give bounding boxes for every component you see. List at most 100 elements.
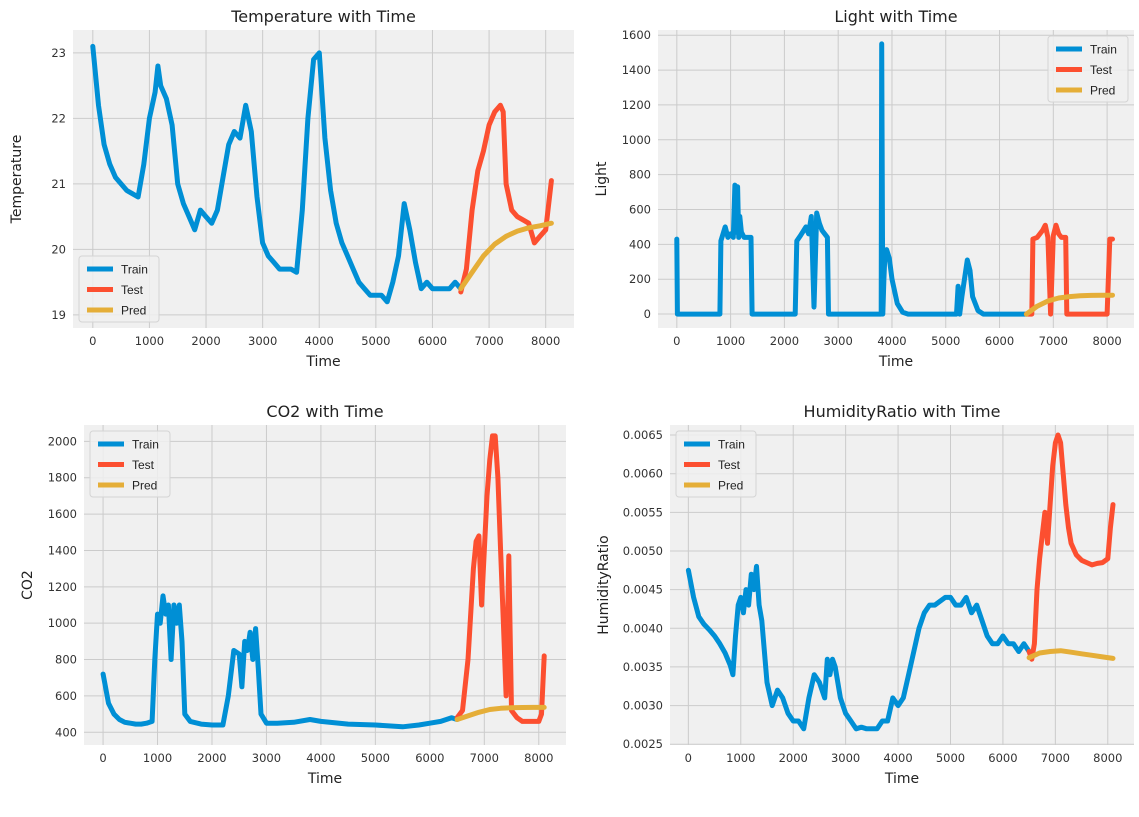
x-tick-label: 3000 — [824, 334, 853, 348]
y-tick-label: 1400 — [622, 63, 651, 77]
legend: Train Test Pred — [89, 430, 171, 498]
x-tick-label: 8000 — [1093, 751, 1122, 765]
x-tick-label: 7000 — [1039, 334, 1068, 348]
chart-temperature: 0 1000 2000 3000 4000 5000 6000 7000 8000 19 20 21 2… — [9, 7, 574, 370]
y-tick-label: 0.0065 — [623, 428, 663, 442]
chart-title: CO2 with Time — [266, 402, 383, 421]
y-axis-label: Temperature — [9, 135, 25, 225]
x-axis-label: Time — [305, 354, 340, 370]
x-tick-label: 4000 — [877, 334, 906, 348]
x-tick-label: 4000 — [883, 751, 912, 765]
x-axis-label: Time — [307, 771, 342, 787]
series-line-pred — [1026, 648, 1116, 661]
y-axis-label: Light — [594, 161, 610, 196]
y-tick-label: 600 — [629, 202, 651, 216]
series-line-train — [674, 41, 1029, 317]
legend-label-train: Train — [121, 263, 148, 277]
x-tick-label: 8000 — [531, 334, 560, 348]
series-line-test — [454, 433, 547, 724]
x-tick-label: 1000 — [143, 751, 172, 765]
series-line-train — [685, 563, 1032, 732]
legend-label-test: Test — [1090, 63, 1113, 77]
y-tick-label: 1600 — [622, 28, 651, 42]
y-tick-label: 800 — [629, 168, 651, 182]
chart-title: Light with Time — [834, 7, 957, 26]
x-tick-label: 0 — [685, 751, 692, 765]
x-tick-label: 7000 — [474, 334, 503, 348]
x-tick-label: 6000 — [418, 334, 447, 348]
x-tick-label: 7000 — [1041, 751, 1070, 765]
x-tick-label: 3000 — [831, 751, 860, 765]
y-axis-label: CO2 — [20, 570, 36, 600]
series-line-pred — [458, 220, 554, 292]
x-tick-label: 1000 — [716, 334, 745, 348]
x-axis-label: Time — [878, 354, 913, 370]
x-tick-label: 2000 — [779, 751, 808, 765]
x-tick-label: 5000 — [361, 751, 390, 765]
y-tick-label: 1200 — [622, 98, 651, 112]
y-tick-label: 1400 — [48, 543, 77, 557]
x-tick-label: 2000 — [197, 751, 226, 765]
x-tick-label: 5000 — [936, 751, 965, 765]
y-tick-label: 400 — [629, 237, 651, 251]
chart-co2: 0 1000 2000 3000 4000 5000 6000 7000 8000 400 600 8… — [20, 402, 566, 787]
y-tick-label: 600 — [55, 689, 77, 703]
y-tick-label: 0.0055 — [623, 505, 663, 519]
y-tick-label: 1200 — [48, 580, 77, 594]
chart-humidityratio: 0 1000 2000 3000 4000 5000 6000 7000 8000 0.0025 0… — [596, 402, 1134, 787]
series-line-train — [100, 593, 460, 730]
x-tick-label: 0 — [673, 334, 680, 348]
y-tick-label: 0.0060 — [623, 467, 663, 481]
legend-box — [1047, 35, 1129, 103]
y-tick-label: 21 — [51, 177, 66, 191]
x-tick-label: 6000 — [988, 751, 1017, 765]
x-tick-label: 3000 — [248, 334, 277, 348]
legend: Train Test Pred — [78, 255, 160, 323]
legend-box — [78, 255, 160, 323]
legend-box — [675, 430, 757, 498]
x-tick-label: 3000 — [252, 751, 281, 765]
x-tick-label: 8000 — [1092, 334, 1121, 348]
y-tick-label: 0.0030 — [623, 699, 663, 713]
series-line-train — [90, 43, 464, 305]
y-tick-label: 19 — [51, 308, 66, 322]
legend-label-test: Test — [121, 283, 144, 297]
y-tick-label: 20 — [51, 242, 66, 256]
legend-label-pred: Pred — [718, 479, 743, 493]
x-tick-label: 5000 — [361, 334, 390, 348]
y-tick-label: 0.0045 — [623, 583, 663, 597]
y-tick-label: 1000 — [48, 616, 77, 630]
y-tick-label: 0.0040 — [623, 621, 663, 635]
y-tick-label: 1600 — [48, 507, 77, 521]
y-tick-label: 1000 — [622, 133, 651, 147]
y-tick-label: 1800 — [48, 471, 77, 485]
chart-light: 0 1000 2000 3000 4000 5000 6000 7000 8000 0 200 400… — [594, 7, 1134, 370]
legend: Train Test Pred — [675, 430, 757, 498]
y-tick-label: 0.0025 — [623, 737, 663, 751]
y-tick-label: 800 — [55, 653, 77, 667]
y-tick-label: 400 — [55, 725, 77, 739]
x-tick-label: 1000 — [135, 334, 164, 348]
legend-label-pred: Pred — [121, 304, 146, 318]
legend-label-train: Train — [718, 438, 745, 452]
legend-label-train: Train — [1090, 43, 1117, 57]
x-tick-label: 7000 — [470, 751, 499, 765]
legend-label-test: Test — [132, 458, 155, 472]
x-axis-label: Time — [884, 771, 919, 787]
y-tick-label: 0.0050 — [623, 544, 663, 558]
legend-label-pred: Pred — [1090, 84, 1115, 98]
x-tick-label: 5000 — [931, 334, 960, 348]
series-line-test — [1026, 432, 1116, 662]
chart-title: HumidityRatio with Time — [804, 402, 1001, 421]
legend-box — [89, 430, 171, 498]
legend-label-train: Train — [132, 438, 159, 452]
x-tick-label: 0 — [99, 751, 106, 765]
y-tick-label: 2000 — [48, 434, 77, 448]
legend-label-pred: Pred — [132, 479, 157, 493]
x-tick-label: 2000 — [770, 334, 799, 348]
x-tick-label: 4000 — [306, 751, 335, 765]
x-tick-label: 2000 — [191, 334, 220, 348]
y-tick-label: 0.0035 — [623, 660, 663, 674]
x-tick-label: 1000 — [726, 751, 755, 765]
chart-title: Temperature with Time — [230, 7, 416, 26]
